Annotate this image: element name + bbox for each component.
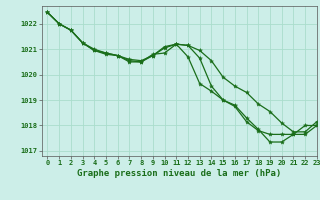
X-axis label: Graphe pression niveau de la mer (hPa): Graphe pression niveau de la mer (hPa)	[77, 169, 281, 178]
